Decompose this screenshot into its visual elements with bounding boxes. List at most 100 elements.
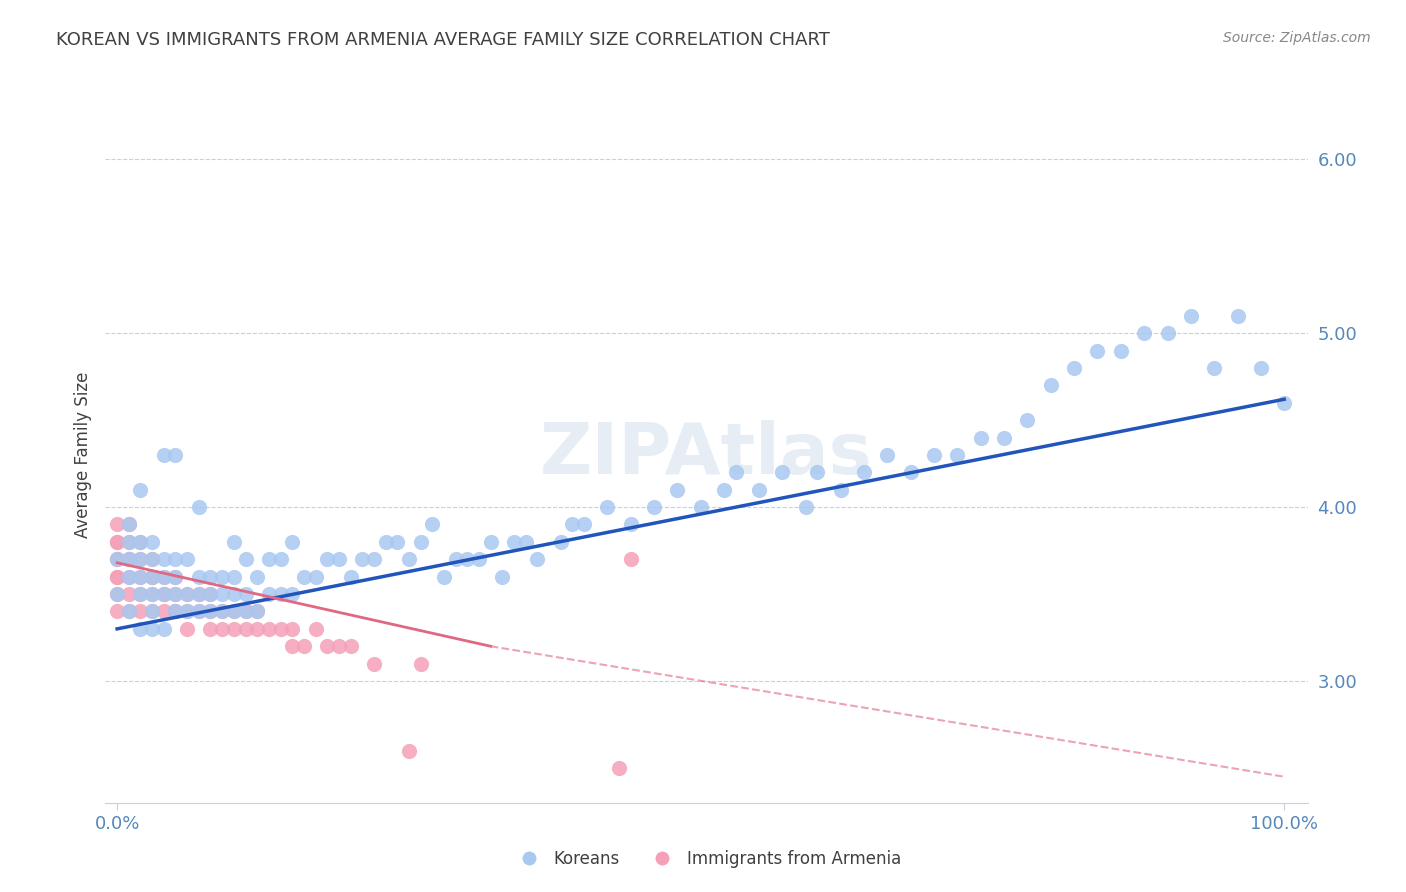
Point	[620, 517, 643, 532]
Point	[105, 552, 128, 566]
Point	[187, 500, 209, 514]
Point	[118, 534, 141, 549]
Point	[153, 622, 176, 636]
Point	[420, 517, 443, 532]
Point	[748, 483, 770, 497]
Point	[689, 500, 711, 514]
Point	[153, 448, 176, 462]
Point	[105, 587, 128, 601]
Point	[339, 639, 361, 653]
Point	[270, 587, 292, 601]
Point	[1204, 361, 1226, 376]
Point	[118, 552, 141, 566]
Point	[200, 605, 222, 619]
Point	[550, 534, 572, 549]
Point	[200, 587, 222, 601]
Point	[165, 570, 187, 584]
Point	[211, 570, 233, 584]
Point	[129, 483, 152, 497]
Point	[235, 605, 257, 619]
Point	[222, 534, 245, 549]
Point	[105, 552, 128, 566]
Point	[187, 587, 209, 601]
Point	[141, 605, 163, 619]
Point	[105, 534, 128, 549]
Point	[165, 570, 187, 584]
Point	[770, 466, 793, 480]
Point	[118, 552, 141, 566]
Point	[1133, 326, 1156, 340]
Point	[409, 534, 432, 549]
Point	[129, 534, 152, 549]
Point	[153, 552, 176, 566]
Point	[561, 517, 583, 532]
Point	[794, 500, 817, 514]
Point	[1017, 413, 1039, 427]
Point	[491, 570, 513, 584]
Point	[1250, 361, 1272, 376]
Point	[292, 639, 315, 653]
Point	[141, 534, 163, 549]
Point	[153, 587, 176, 601]
Point	[257, 587, 280, 601]
Point	[129, 605, 152, 619]
Point	[235, 622, 257, 636]
Point	[316, 552, 339, 566]
Point	[211, 587, 233, 601]
Point	[129, 587, 152, 601]
Text: ZIPAtlas: ZIPAtlas	[540, 420, 873, 490]
Point	[200, 605, 222, 619]
Point	[246, 605, 269, 619]
Y-axis label: Average Family Size: Average Family Size	[73, 372, 91, 538]
Point	[165, 587, 187, 601]
Point	[607, 761, 630, 775]
Point	[1226, 309, 1249, 323]
Point	[900, 466, 922, 480]
Point	[946, 448, 969, 462]
Point	[1156, 326, 1178, 340]
Point	[246, 570, 269, 584]
Point	[200, 587, 222, 601]
Point	[176, 587, 198, 601]
Point	[118, 534, 141, 549]
Point	[328, 639, 350, 653]
Point	[105, 552, 128, 566]
Point	[222, 605, 245, 619]
Point	[129, 570, 152, 584]
Point	[141, 587, 163, 601]
Point	[187, 587, 209, 601]
Point	[830, 483, 852, 497]
Point	[433, 570, 456, 584]
Point	[118, 552, 141, 566]
Point	[141, 552, 163, 566]
Point	[1180, 309, 1202, 323]
Point	[1063, 361, 1085, 376]
Point	[153, 587, 176, 601]
Point	[118, 587, 141, 601]
Point	[270, 622, 292, 636]
Point	[281, 639, 304, 653]
Point	[724, 466, 747, 480]
Text: Source: ZipAtlas.com: Source: ZipAtlas.com	[1223, 31, 1371, 45]
Point	[374, 534, 396, 549]
Point	[187, 605, 209, 619]
Point	[281, 587, 304, 601]
Point	[118, 517, 141, 532]
Point	[270, 552, 292, 566]
Point	[479, 534, 502, 549]
Point	[526, 552, 548, 566]
Point	[257, 552, 280, 566]
Point	[643, 500, 665, 514]
Point	[200, 622, 222, 636]
Point	[200, 570, 222, 584]
Point	[129, 534, 152, 549]
Point	[222, 587, 245, 601]
Point	[165, 587, 187, 601]
Point	[304, 570, 326, 584]
Point	[922, 448, 945, 462]
Point	[398, 743, 420, 757]
Point	[1109, 343, 1132, 358]
Point	[515, 534, 537, 549]
Point	[970, 430, 993, 444]
Point	[316, 639, 339, 653]
